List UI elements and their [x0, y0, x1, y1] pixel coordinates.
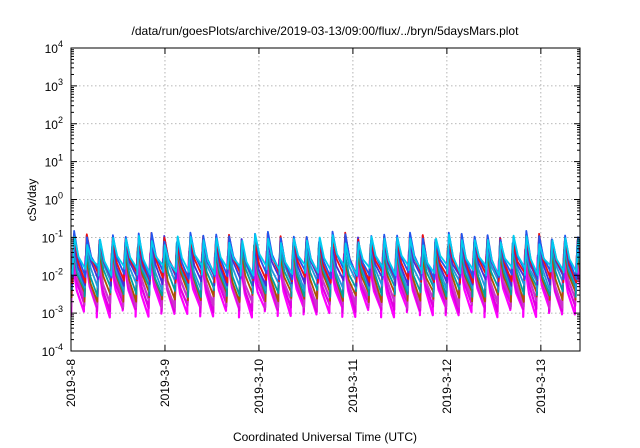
x-tick-label: 2019-3-10 — [252, 359, 266, 414]
x-tick-label: 2019-3-11 — [346, 359, 360, 413]
y-tick-label: 102 — [45, 115, 63, 132]
y-axis: 10-4 10-3 10-2 10-1 100 101 102 103 104 — [42, 39, 580, 359]
series-line — [71, 233, 580, 277]
x-axis: 2019-3-8 2019-3-9 2019-3-10 2019-3-11 2019-3… — [64, 48, 548, 414]
y-tick-label: 103 — [45, 77, 63, 94]
y-tick-label: 101 — [45, 153, 63, 170]
series-line — [71, 237, 580, 292]
y-tick-label: 10-3 — [42, 304, 63, 321]
y-axis-label: cSv/day — [25, 179, 39, 222]
y-tick-label: 104 — [45, 39, 63, 56]
y-tick-label: 100 — [45, 191, 63, 208]
x-tick-label: 2019-3-9 — [158, 359, 172, 407]
x-tick-label: 2019-3-13 — [534, 359, 548, 414]
y-tick-label: 10-4 — [42, 342, 63, 359]
series-line — [71, 241, 580, 298]
series-layer — [71, 230, 580, 319]
x-tick-label: 2019-3-8 — [64, 359, 78, 407]
x-tick-label: 2019-3-12 — [440, 359, 454, 414]
y-tick-label: 10-1 — [42, 228, 63, 245]
chart-title: /data/run/goesPlots/archive/2019-03-13/0… — [132, 24, 520, 38]
y-tick-label: 10-2 — [42, 266, 63, 283]
x-axis-label: Coordinated Universal Time (UTC) — [233, 430, 417, 444]
